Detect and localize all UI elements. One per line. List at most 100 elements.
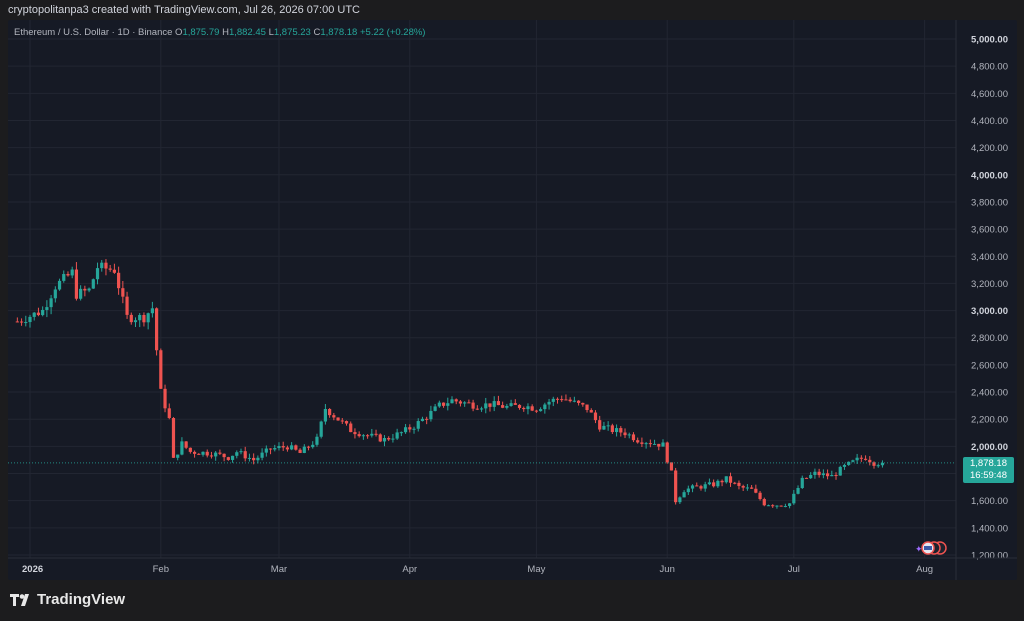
- candle-body: [285, 447, 290, 450]
- candle-body: [374, 433, 378, 435]
- candle-body: [357, 434, 361, 437]
- candle-body: [57, 280, 62, 290]
- candle-body: [619, 428, 623, 433]
- candle-body: [218, 452, 222, 454]
- close-label: C: [313, 27, 321, 38]
- x-tick-label: 2026: [22, 564, 43, 575]
- candle-body: [378, 434, 382, 442]
- candle-body: [614, 428, 619, 433]
- candle-body: [880, 462, 885, 466]
- candle-body: [674, 470, 678, 503]
- candle-body: [598, 420, 602, 430]
- price-chart[interactable]: 1,200.001,400.001,600.001,800.002,000.00…: [8, 20, 1017, 580]
- candle-body: [370, 433, 374, 436]
- high-label: H: [222, 27, 229, 38]
- candle-body: [800, 477, 804, 489]
- candle-body: [686, 488, 690, 493]
- change-value: +5.22 (+0.28%): [359, 27, 426, 38]
- candle-body: [336, 417, 340, 421]
- candle-body: [792, 493, 796, 504]
- candle-body: [142, 314, 146, 323]
- y-tick-label: 4,400.00: [971, 116, 1008, 127]
- x-tick-label: May: [527, 564, 545, 575]
- candle-body: [332, 415, 336, 418]
- tradingview-logo[interactable]: TradingView: [10, 591, 125, 608]
- open-value: 1,875.79: [182, 27, 220, 38]
- candle-body: [239, 451, 243, 453]
- flag-icon-detail: [924, 546, 932, 550]
- candle-body: [83, 288, 87, 291]
- candle-body: [876, 465, 880, 467]
- candle-body: [463, 402, 467, 404]
- candle-body: [412, 428, 416, 430]
- x-tick-label: Aug: [916, 564, 933, 575]
- candle-body: [277, 446, 281, 449]
- candle-body: [648, 443, 652, 445]
- last-price-tag: 1,878.18 16:59:48: [963, 457, 1014, 483]
- candle-body: [24, 322, 28, 324]
- y-tick-label: 2,600.00: [971, 360, 1008, 371]
- candle-body: [555, 398, 560, 400]
- candle-body: [496, 401, 501, 406]
- candle-body: [79, 288, 83, 299]
- candle-body: [382, 438, 387, 442]
- y-tick-label: 2,400.00: [971, 388, 1008, 399]
- y-tick-label: 4,200.00: [971, 143, 1008, 154]
- y-tick-label: 4,600.00: [971, 89, 1008, 100]
- candle-body: [741, 485, 745, 488]
- candle-body: [534, 410, 538, 412]
- candle-body: [775, 505, 779, 507]
- candle-body: [581, 402, 585, 405]
- candle-body: [399, 432, 403, 434]
- candle-body: [387, 438, 391, 440]
- candle-body: [15, 321, 19, 323]
- x-tick-label: Mar: [271, 564, 287, 575]
- x-tick-label: Jul: [788, 564, 800, 575]
- candle-body: [758, 492, 762, 500]
- candle-body: [230, 455, 235, 460]
- low-label: L: [268, 27, 274, 38]
- candle-body: [121, 288, 125, 297]
- candle-body: [640, 442, 644, 444]
- candle-body: [395, 432, 399, 439]
- candle-body: [235, 452, 239, 456]
- open-label: O: [175, 27, 183, 38]
- candle-body: [437, 402, 441, 407]
- candle-body: [623, 432, 627, 436]
- candle-body: [328, 408, 332, 416]
- last-price-value: 1,878.18: [970, 458, 1007, 469]
- y-tick-label: 2,800.00: [971, 333, 1008, 344]
- candle-body: [771, 505, 775, 507]
- candle-body: [610, 425, 614, 433]
- candle-body: [133, 320, 138, 323]
- candle-body: [184, 441, 188, 448]
- candle-body: [252, 457, 256, 461]
- candle-body: [429, 410, 433, 420]
- symbol-label[interactable]: Ethereum / U.S. Dollar · 1D · Binance: [14, 27, 173, 38]
- candle-body: [471, 402, 475, 409]
- candle-body: [809, 474, 813, 479]
- candle-body: [416, 421, 420, 429]
- candle-body: [750, 487, 754, 489]
- candle-body: [197, 453, 201, 455]
- y-tick-label: 1,600.00: [971, 496, 1008, 507]
- y-tick-label: 4,000.00: [971, 170, 1008, 181]
- candle-body: [408, 427, 412, 430]
- candle-body: [568, 399, 572, 402]
- y-tick-label: 2,200.00: [971, 415, 1008, 426]
- candle-body: [319, 421, 323, 437]
- candle-body: [450, 399, 454, 404]
- sparkle-icon: ✦: [915, 544, 923, 554]
- candle-body: [825, 473, 830, 477]
- candle-body: [657, 443, 661, 447]
- candle-body: [19, 321, 24, 323]
- candle-body: [695, 485, 699, 487]
- candle-body: [796, 488, 800, 494]
- chart-panel[interactable]: 1,200.001,400.001,600.001,800.002,000.00…: [8, 20, 1017, 580]
- candle-body: [340, 420, 344, 422]
- candle-body: [188, 447, 192, 452]
- candle-body: [682, 492, 686, 498]
- close-value: 1,878.18: [320, 27, 358, 38]
- candle-body: [150, 308, 154, 314]
- candle-body: [425, 418, 429, 420]
